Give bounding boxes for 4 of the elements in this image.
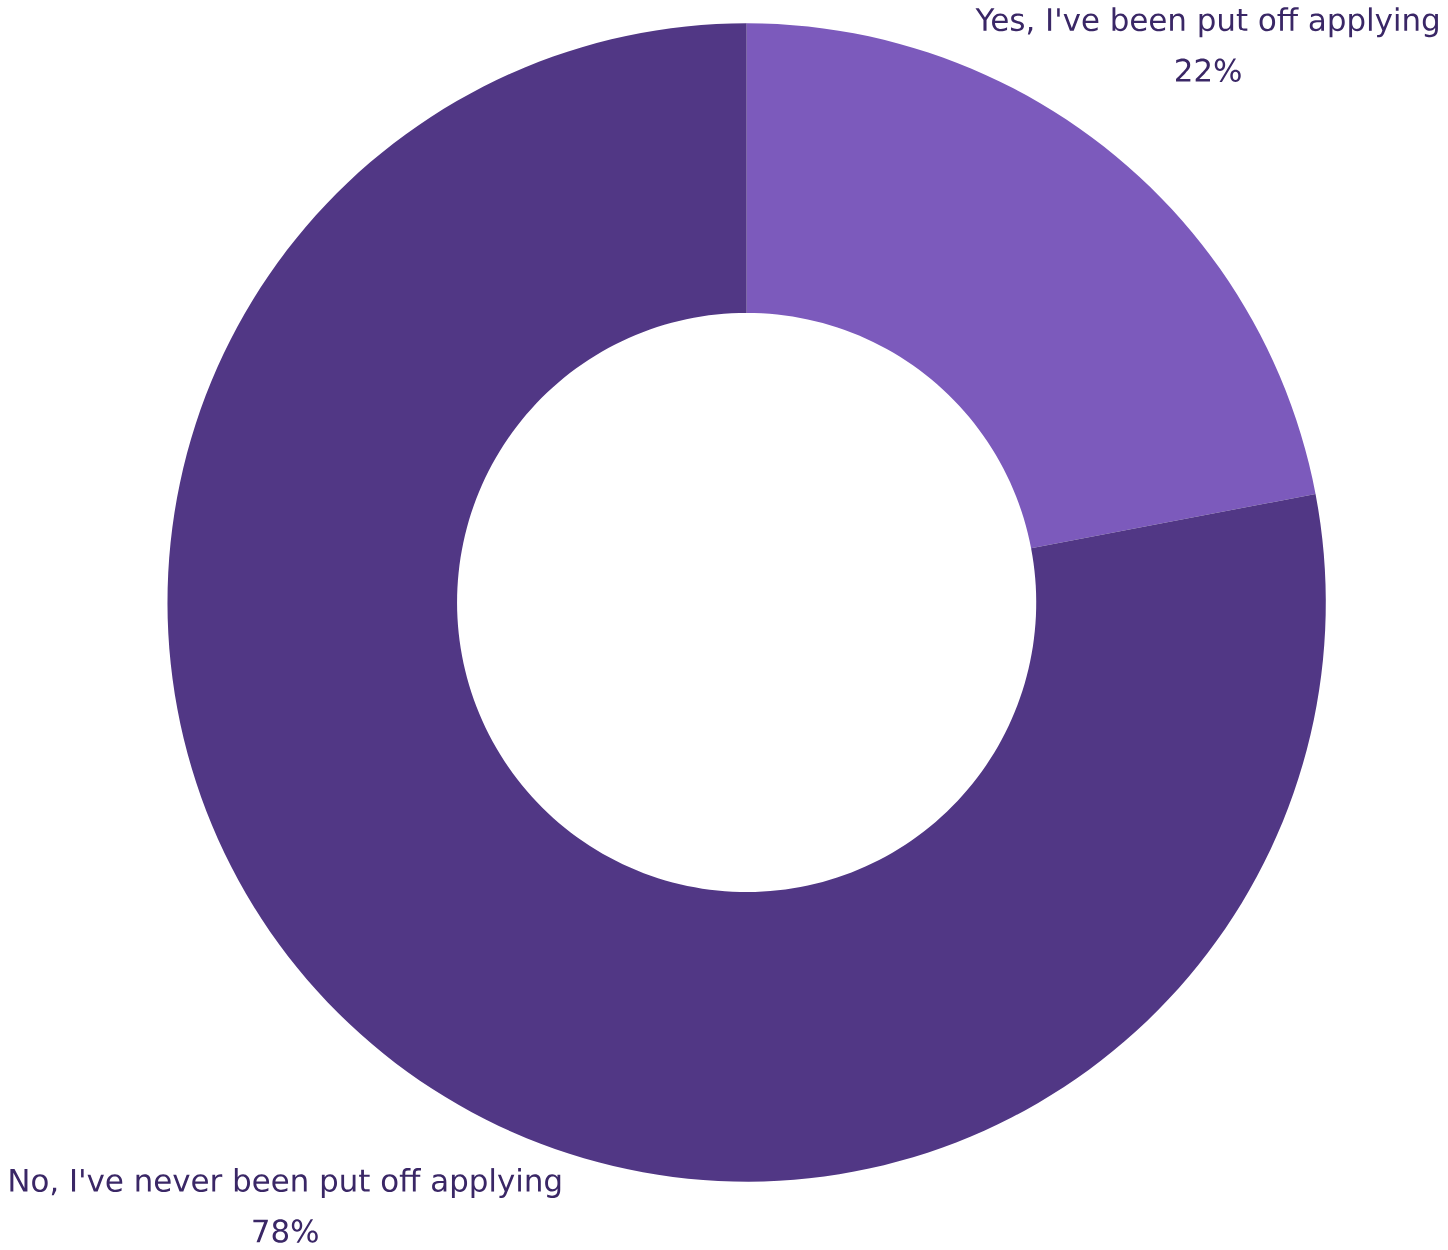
- slice-label: Yes, I've been put off applying: [975, 7, 1438, 38]
- data-label: 22%: [1176, 58, 1241, 82]
- slice-label: No, I've never been put off applying: [10, 1168, 561, 1198]
- data-label: 78%: [253, 1219, 318, 1243]
